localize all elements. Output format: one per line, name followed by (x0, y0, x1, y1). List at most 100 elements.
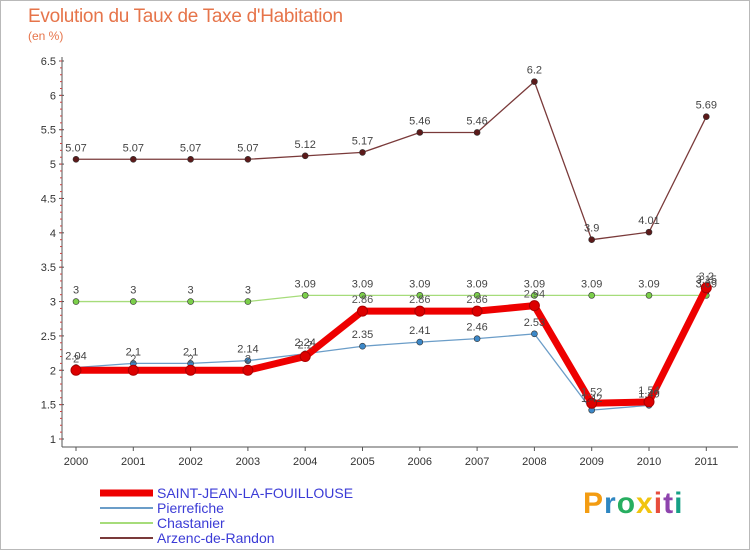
series-line-pierrefiche (75, 290, 707, 411)
data-label: 2.1 (126, 346, 141, 358)
data-label: 3.09 (466, 278, 487, 290)
series-point (187, 155, 194, 163)
series-point (588, 236, 596, 243)
chart-title: Evolution du Taux de Taxe d'Habitation (28, 6, 343, 27)
series-point (70, 364, 82, 376)
data-label: 2 (73, 353, 79, 365)
series-point (242, 364, 254, 376)
data-label: 1.42 (581, 393, 602, 405)
series-point (471, 305, 483, 317)
series-point (645, 292, 653, 299)
y-tick-label: 6.5 (41, 56, 56, 68)
series-point (531, 330, 538, 338)
y-tick-label: 3.5 (41, 262, 56, 274)
data-label: 1.52 (581, 386, 602, 398)
data-label: 5.07 (65, 142, 86, 154)
data-label: 1.54 (638, 385, 659, 397)
data-label: 6.2 (527, 65, 542, 77)
series-point (359, 149, 366, 156)
legend-label: Arzenc-de-Randon (157, 530, 275, 546)
series-point (359, 342, 366, 350)
data-label: 5.69 (696, 100, 717, 112)
data-label: 2 (130, 353, 136, 365)
data-label: 1.49 (638, 388, 659, 400)
data-label: 3.09 (294, 278, 315, 290)
brand-letter: i (674, 487, 684, 520)
data-label: 2.41 (409, 325, 430, 337)
x-tick-label: 2011 (694, 456, 718, 468)
data-label: 3.9 (584, 223, 599, 235)
series-point (416, 129, 424, 136)
series-point (473, 292, 481, 299)
series-point (301, 152, 309, 160)
x-tick-label: 2001 (121, 456, 145, 468)
series-point (645, 228, 653, 236)
series-point (244, 357, 252, 364)
series-point (72, 155, 80, 163)
series-line-saint-jean-la-fouillouse (72, 284, 710, 407)
legend-label: Chastanier (157, 515, 225, 531)
series-point (244, 298, 252, 305)
x-tick-label: 2006 (408, 456, 432, 468)
y-tick-label: 1 (50, 434, 56, 446)
data-label: 3 (245, 285, 251, 297)
series-point (414, 305, 426, 317)
data-label: 2.14 (237, 344, 258, 356)
series-point (588, 292, 596, 299)
x-tick-label: 2000 (64, 456, 88, 468)
data-label: 5.07 (123, 142, 144, 154)
data-label: 2.86 (466, 294, 487, 306)
series-point (643, 396, 655, 408)
data-label: 5.46 (409, 115, 430, 127)
y-tick-label: 1.5 (41, 400, 56, 412)
data-label: 5.07 (237, 142, 258, 154)
series-point (416, 292, 424, 299)
brand-letter: o (616, 487, 637, 520)
series-point (187, 298, 194, 305)
data-label: 3.09 (352, 278, 373, 290)
y-tick-label: 3 (50, 297, 56, 309)
x-tick-label: 2003 (236, 456, 260, 468)
series-point (359, 292, 366, 299)
series-point (244, 155, 252, 163)
data-label: 2.86 (352, 294, 373, 306)
data-label: 3 (73, 285, 79, 297)
brand-letter: x (636, 487, 654, 520)
data-label: 3.2 (699, 271, 714, 283)
data-label: 3.15 (696, 274, 717, 286)
series-point (473, 129, 481, 136)
data-label: 3 (130, 285, 136, 297)
brand-letter: t (663, 487, 675, 520)
series-point (473, 335, 481, 342)
series-point (357, 305, 368, 317)
data-label: 5.17 (352, 135, 373, 147)
series-point (702, 113, 710, 120)
series-point (130, 298, 137, 305)
series-point (185, 364, 197, 376)
series-line-chastanier (75, 294, 707, 303)
data-label: 2.46 (466, 322, 487, 334)
data-label: 3.09 (524, 278, 545, 290)
series-point (586, 397, 598, 409)
x-tick-label: 2002 (178, 456, 202, 468)
data-label: 3.09 (638, 278, 659, 290)
series-point (416, 338, 424, 346)
series-line-arzenc-de-randon (75, 80, 707, 241)
x-tick-label: 2005 (350, 456, 374, 468)
data-label: 2.53 (524, 317, 545, 329)
y-tick-label: 2 (50, 365, 56, 377)
legend-label: Pierrefiche (157, 500, 224, 516)
data-label: 3 (188, 285, 194, 297)
data-label: 2.2 (298, 340, 313, 352)
y-tick-label: 4.5 (41, 193, 56, 205)
y-tick-label: 5 (50, 159, 56, 171)
data-label: 2.24 (294, 337, 315, 349)
data-label: 2.86 (409, 294, 430, 306)
data-label: 5.12 (294, 139, 315, 151)
x-tick-label: 2010 (637, 456, 661, 468)
data-label: 5.46 (466, 115, 487, 127)
chart-subtitle: (en %) (28, 29, 64, 43)
series-point (301, 292, 309, 299)
